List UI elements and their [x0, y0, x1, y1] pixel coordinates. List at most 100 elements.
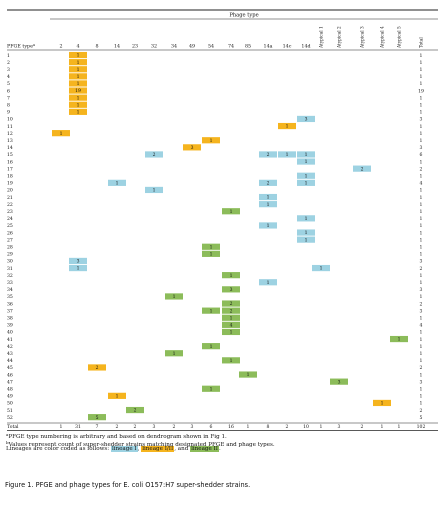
column-total: 2: [134, 424, 137, 430]
column-total: 2: [361, 424, 364, 430]
cell-value: 3: [305, 117, 308, 123]
cell-box: [145, 151, 163, 158]
cell-value: 1: [77, 81, 80, 87]
cell-value: 1: [77, 67, 80, 73]
row-label: 52: [7, 415, 13, 421]
cell-box: [202, 137, 220, 144]
row-total: 1: [420, 138, 423, 144]
cell-value: 1: [77, 266, 80, 272]
row-total: 1: [420, 280, 423, 286]
cell-box: [312, 264, 330, 272]
cell-box: [69, 257, 87, 265]
row-total: 6: [420, 152, 423, 158]
column-header-32: 32: [151, 44, 157, 50]
cell-value: 1: [267, 280, 270, 286]
row-total: 1: [420, 330, 423, 336]
cell-box: [202, 243, 220, 250]
row-label: 32: [7, 273, 13, 279]
row-label: 46: [7, 372, 13, 378]
cell-value: 1: [267, 223, 270, 229]
row-total: 4: [420, 181, 423, 187]
totals-row: 1 31 7 2 2 3 2 3 6 16 1 8 2 10 1 3 2 1 1 102: [60, 424, 426, 430]
column-header-atypical-5: Atypical 5: [398, 26, 403, 49]
cell-value: 1: [210, 308, 213, 314]
cell-box: [222, 328, 240, 336]
cell-box: [165, 293, 183, 300]
row-label: 41: [7, 337, 13, 343]
cell-value: 2: [267, 180, 270, 186]
cell-value: 2: [134, 408, 137, 414]
column-total: 3: [153, 424, 156, 430]
column-total: 2: [286, 424, 289, 430]
cell-value: 1: [173, 294, 176, 300]
cell-box: [297, 236, 315, 243]
row-label: 37: [7, 308, 13, 314]
cell-value: 19: [75, 88, 81, 94]
row-total: 1: [420, 344, 423, 350]
cell-value: 1: [210, 344, 213, 350]
cell-box: [222, 300, 240, 307]
row-label: 1: [7, 53, 10, 59]
cell-box: [259, 222, 277, 229]
row-total: 1: [420, 273, 423, 279]
row-total: 1: [420, 60, 423, 66]
cell-value: 1: [267, 202, 270, 208]
row-total: 3: [420, 308, 423, 314]
cell-value: 3: [191, 145, 194, 151]
cell-box: [330, 378, 348, 385]
row-total: 1: [420, 173, 423, 179]
row-label: 27: [7, 237, 13, 243]
cell-box: [259, 193, 277, 201]
column-header-2: 2: [59, 44, 62, 50]
cell-box: [297, 179, 315, 186]
lineage-ii-swatch: lineage II: [190, 446, 220, 452]
row-total: 3: [420, 117, 423, 123]
row-label: 8: [7, 102, 10, 108]
cell-value: 1: [77, 74, 80, 80]
row-label: 9: [7, 110, 10, 116]
row-label: 23: [7, 209, 13, 215]
cell-value: 1: [230, 358, 233, 364]
column-header-atypical-1: Atypical 1: [320, 26, 325, 49]
cell-box: [278, 122, 296, 130]
row-label: 38: [7, 315, 13, 321]
row-label: 45: [7, 365, 13, 371]
cell-value: 1: [305, 159, 308, 165]
cell-box: [259, 179, 277, 186]
column-total: 31: [75, 424, 81, 430]
cell-value: 3: [230, 287, 233, 293]
row-label: 44: [7, 358, 13, 364]
footnote-a: aPFGE type numbering is arbitrary and ba…: [6, 432, 227, 440]
column-total: 3: [191, 424, 194, 430]
cell-value: 1: [116, 393, 119, 399]
row-label: 15: [7, 152, 13, 158]
cell-value: 1: [305, 152, 308, 158]
cell-box: [222, 307, 240, 314]
cell-box: [222, 314, 240, 321]
cell-value: 5: [96, 415, 99, 421]
row-label: 18: [7, 173, 13, 179]
cell-box: [222, 272, 240, 279]
row-label: 35: [7, 294, 13, 300]
cell-box: [69, 66, 87, 73]
cell-value: 1: [305, 180, 308, 186]
cell-box: [373, 399, 391, 407]
row-total: 1: [420, 81, 423, 87]
row-label: 34: [7, 287, 13, 293]
cell-value: 1: [210, 138, 213, 144]
row-total: 1: [420, 372, 423, 378]
row-label: 6: [7, 88, 10, 94]
cell-box: [69, 101, 87, 108]
row-total: 3: [420, 259, 423, 265]
cell-value: 2: [361, 166, 364, 172]
column-total: 7: [96, 424, 99, 430]
cell-value: 1: [210, 386, 213, 392]
cell-box: [222, 208, 240, 215]
cell-box: [297, 229, 315, 236]
column-header-14c: 14c: [283, 44, 292, 50]
row-total: 1: [420, 95, 423, 101]
column-header-atypical-3: Atypical 3: [361, 26, 366, 49]
cell-box: [69, 94, 87, 101]
row-label: 21: [7, 195, 13, 201]
